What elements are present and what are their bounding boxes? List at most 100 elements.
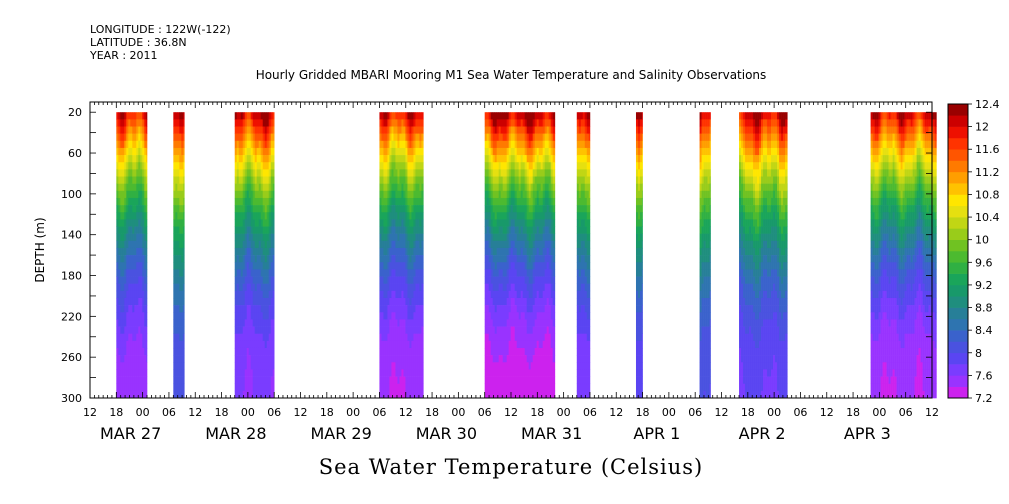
contour-cell [584,390,588,399]
contour-cell [144,376,147,385]
contour-cell [175,176,178,184]
contour-cell [407,183,410,192]
contour-cell [118,347,121,356]
contour-cell [401,226,404,234]
contour-cell [244,319,248,327]
contour-cell [116,297,119,306]
contour-cell [534,183,537,192]
contour-cell [526,219,529,227]
contour-cell [393,240,396,249]
contour-cell [751,197,754,206]
contour-cell [500,190,503,199]
contour-cell [250,176,254,184]
contour-cell [534,147,537,156]
contour-cell [383,133,386,142]
contour-cell [260,297,264,306]
contour-cell [401,312,404,320]
contour-cell [142,369,145,377]
contour-cell [252,269,256,277]
contour-cell [268,376,272,385]
contour-cell [584,333,588,342]
contour-cell [506,219,509,227]
contour-cell [142,276,145,284]
contour-cell [709,240,711,249]
contour-cell [550,219,553,227]
contour-cell [413,176,416,184]
contour-cell [136,255,139,263]
contour-cell [530,355,533,363]
contour-cell [144,190,147,199]
contour-cell [506,362,509,370]
contour-cell [534,219,537,227]
contour-cell [526,176,529,184]
contour-cell [510,226,513,234]
contour-cell [582,190,586,199]
contour-cell [576,376,580,385]
contour-cell [144,262,147,270]
contour-cell [142,126,145,134]
contour-cell [246,290,250,299]
contour-cell [751,319,754,327]
contour-cell [747,333,750,342]
contour-cell [528,233,531,242]
contour-cell [405,112,408,120]
contour-cell [409,126,412,134]
contour-cell [385,205,388,213]
contour-cell [508,347,511,356]
contour-cell [516,333,519,342]
contour-cell [747,147,750,156]
contour-cell [389,326,392,334]
contour-cell [387,183,390,192]
contour-cell [524,190,527,199]
contour-cell [699,155,702,163]
contour-cell [248,205,252,213]
contour-cell [504,390,507,399]
contour-cell [138,333,141,342]
contour-cell [492,355,495,363]
contour-cell [248,112,252,120]
contour-cell [246,126,250,134]
contour-cell [540,240,543,249]
contour-cell [183,205,185,213]
contour-cell [536,247,539,256]
contour-cell [236,333,240,342]
contour-cell [530,347,533,356]
contour-cell [258,190,262,199]
contour-cell [421,240,424,249]
contour-cell [703,176,706,184]
contour-cell [130,197,133,206]
contour-cell [409,133,412,142]
contour-cell [254,240,258,249]
contour-cell [530,319,533,327]
contour-cell [258,162,262,170]
contour-cell [175,340,178,349]
contour-cell [747,205,750,213]
contour-cell [514,383,517,392]
contour-cell [534,212,537,220]
contour-cell [250,269,254,277]
contour-cell [548,176,551,184]
contour-cell [181,255,184,263]
contour-cell [635,340,639,349]
contour-cell [116,112,119,120]
contour-cell [383,226,386,234]
contour-cell [262,147,266,156]
contour-cell [379,297,382,306]
contour-cell [484,383,487,392]
contour-cell [747,283,750,292]
contour-cell [743,226,746,234]
contour-cell [399,355,402,363]
contour-cell [391,340,394,349]
contour-cell [118,233,121,242]
contour-cell [528,262,531,270]
contour-cell [395,326,398,334]
contour-cell [528,190,531,199]
contour-cell [142,190,145,199]
contour-cell [542,347,545,356]
contour-cell [707,169,710,177]
contour-cell [419,247,422,256]
contour-cell [411,162,414,170]
contour-cell [393,219,396,227]
contour-cell [745,305,748,313]
contour-cell [492,305,495,313]
